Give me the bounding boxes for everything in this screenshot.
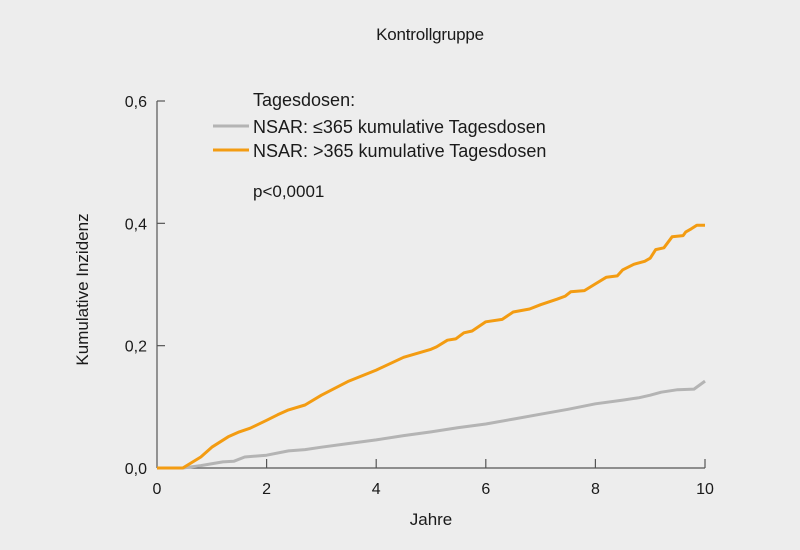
- legend: Tagesdosen: NSAR: ≤365 kumulative Tagesdo…: [213, 90, 546, 201]
- y-axis-label: Kumulative Inzidenz: [73, 213, 92, 365]
- legend-label-1: NSAR: >365 kumulative Tagesdosen: [253, 141, 546, 161]
- series-line-0: [157, 379, 706, 470]
- x-tick-label: 4: [372, 481, 381, 498]
- y-tick-label: 0,0: [125, 461, 147, 478]
- x-axis-label: Jahre: [410, 510, 453, 529]
- x-tick-label: 6: [481, 481, 490, 498]
- x-tick-label: 8: [591, 481, 600, 498]
- x-tick-label: 0: [153, 481, 162, 498]
- axes: 0,0 0,2 0,4 0,6 0 2 4 6 8 10 Jahre Kumulative Inzid…: [73, 94, 714, 529]
- p-value-annotation: p<0,0001: [253, 182, 324, 201]
- x-tick-label: 10: [696, 481, 714, 498]
- y-tick-label: 0,6: [125, 94, 147, 111]
- legend-label-0: NSAR: ≤365 kumulative Tagesdosen: [253, 117, 546, 137]
- legend-title: Tagesdosen:: [253, 90, 355, 110]
- series-line-1: [157, 223, 705, 470]
- x-tick-label: 2: [262, 481, 271, 498]
- chart-title: Kontrollgruppe: [376, 25, 484, 44]
- y-tick-label: 0,4: [125, 216, 147, 233]
- data-lines: [157, 223, 706, 470]
- y-tick-label: 0,2: [125, 339, 147, 356]
